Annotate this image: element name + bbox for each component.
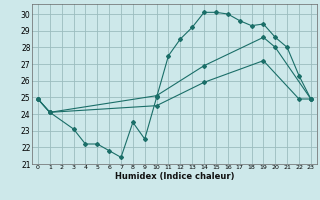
X-axis label: Humidex (Indice chaleur): Humidex (Indice chaleur) bbox=[115, 172, 234, 181]
